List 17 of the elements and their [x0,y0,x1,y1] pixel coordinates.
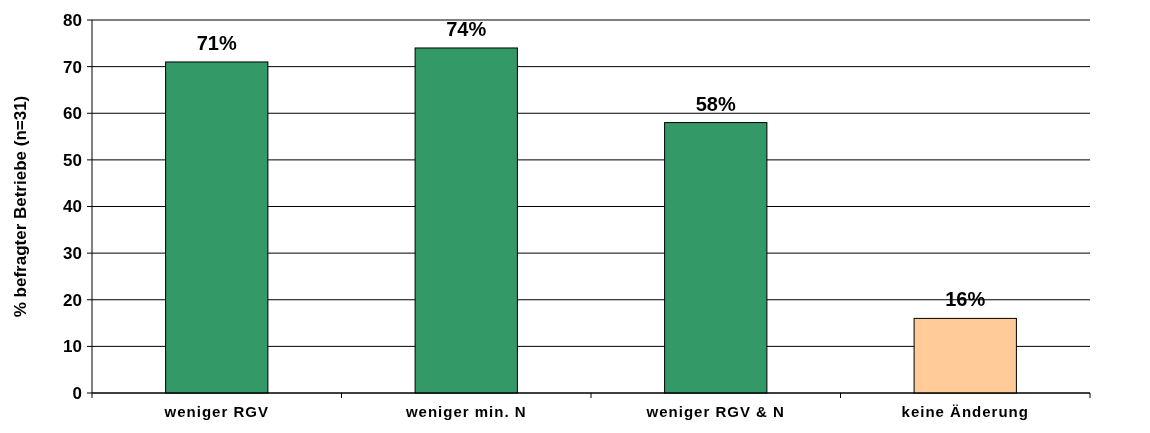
x-tick-label: keine Änderung [901,403,1029,420]
y-tick-label: 60 [63,104,82,124]
y-axis-title: % befragter Betriebe (n=31) [11,95,30,318]
y-tick-label: 80 [63,10,82,30]
y-tick-label: 20 [63,290,82,310]
data-label: 58% [695,92,736,115]
x-tick-label: weniger RGV & N [645,403,785,420]
y-tick-label: 10 [63,337,82,357]
y-tick-label: 40 [63,197,82,217]
x-tick-label: weniger min. N [404,403,527,420]
data-label: 71% [196,31,237,54]
y-tick-label: 50 [63,150,82,170]
data-label: 74% [446,17,487,40]
y-tick-label: 0 [72,383,82,403]
y-tick-label: 30 [63,244,82,264]
y-tick-label: 70 [63,57,82,77]
x-tick-label: weniger RGV [163,403,269,420]
